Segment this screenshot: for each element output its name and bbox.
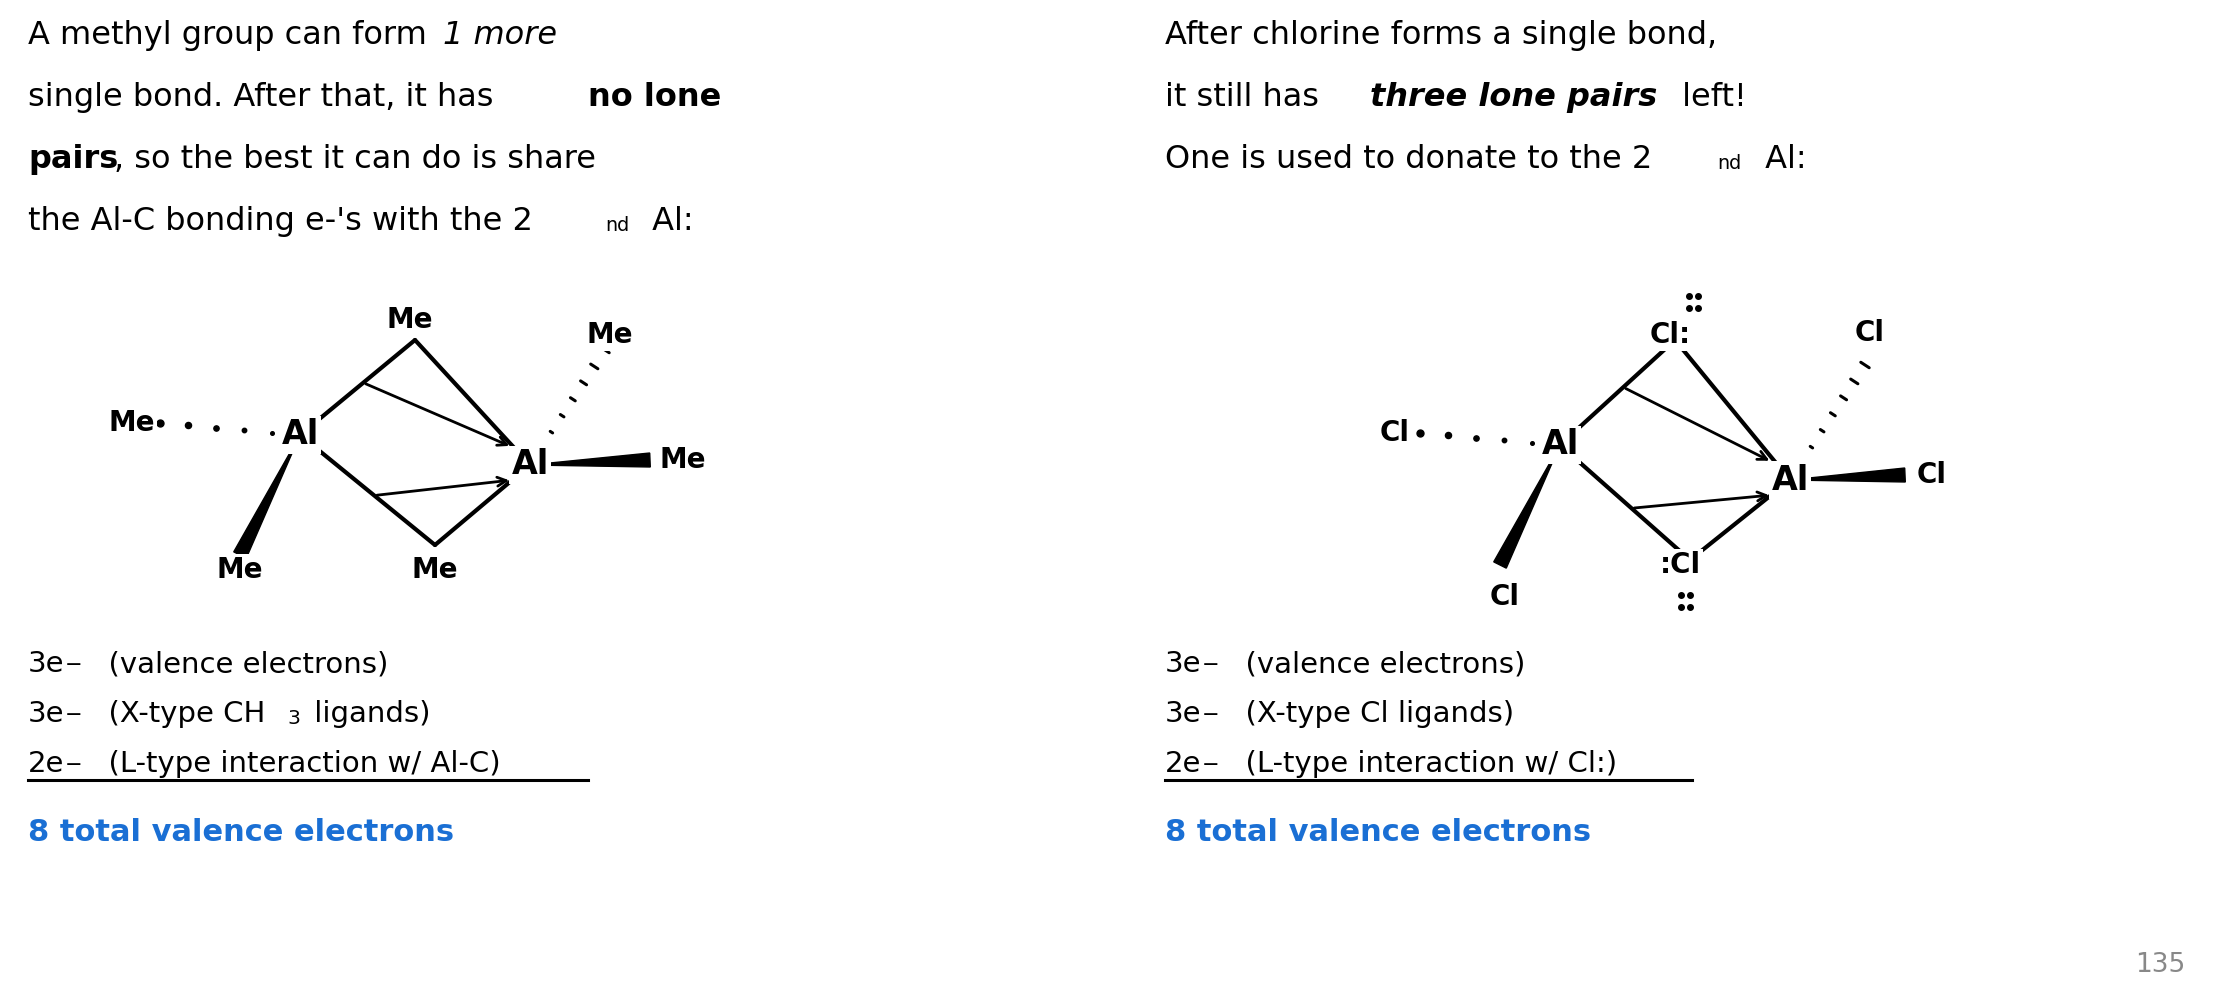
- Text: 3: 3: [286, 709, 299, 728]
- Text: 8 total valence electrons: 8 total valence electrons: [29, 818, 454, 847]
- Text: three lone pairs: three lone pairs: [1370, 82, 1658, 113]
- Text: Al: Al: [512, 448, 548, 482]
- Text: 3e: 3e: [1164, 650, 1202, 678]
- Text: :Cl: :Cl: [1661, 551, 1700, 579]
- Text: Me: Me: [217, 556, 264, 584]
- Text: nd: nd: [1716, 154, 1740, 173]
- Text: (L-type interaction w/ Al-C): (L-type interaction w/ Al-C): [91, 750, 501, 778]
- Text: Al: Al: [1771, 464, 1809, 496]
- Text: −: −: [64, 705, 82, 725]
- Text: 1 more: 1 more: [443, 20, 556, 51]
- Text: 2e: 2e: [1164, 750, 1202, 778]
- Text: Me: Me: [588, 321, 634, 349]
- Text: Al:: Al:: [643, 206, 694, 237]
- Text: the Al-C bonding e-'s with the 2: the Al-C bonding e-'s with the 2: [29, 206, 532, 237]
- Text: Al: Al: [1541, 428, 1579, 462]
- Polygon shape: [233, 435, 299, 558]
- Text: no lone: no lone: [588, 82, 721, 113]
- Text: left!: left!: [1672, 82, 1747, 113]
- Polygon shape: [1789, 468, 1904, 482]
- Text: −: −: [64, 655, 82, 675]
- Text: Me: Me: [109, 409, 155, 437]
- Text: (X-type CH: (X-type CH: [91, 700, 266, 728]
- Polygon shape: [530, 453, 650, 467]
- Text: Cl: Cl: [1856, 319, 1884, 347]
- Text: Cl:: Cl:: [1649, 321, 1692, 349]
- Text: 8 total valence electrons: 8 total valence electrons: [1164, 818, 1592, 847]
- Text: pairs: pairs: [29, 144, 118, 175]
- Text: , so the best it can do is share: , so the best it can do is share: [113, 144, 596, 175]
- Text: 3e: 3e: [1164, 700, 1202, 728]
- Polygon shape: [1494, 445, 1561, 568]
- Text: 2e: 2e: [29, 750, 64, 778]
- Text: −: −: [1202, 755, 1219, 775]
- Text: 135: 135: [2135, 952, 2186, 978]
- Text: nd: nd: [605, 216, 630, 235]
- Text: −: −: [64, 755, 82, 775]
- Text: Cl: Cl: [1490, 583, 1521, 611]
- Text: (valence electrons): (valence electrons): [1226, 650, 1525, 678]
- Text: Me: Me: [412, 556, 459, 584]
- Text: One is used to donate to the 2: One is used to donate to the 2: [1164, 144, 1652, 175]
- Text: 3e: 3e: [29, 700, 64, 728]
- Text: Al:: Al:: [1756, 144, 1807, 175]
- Text: Cl: Cl: [1379, 419, 1410, 447]
- Text: ligands): ligands): [306, 700, 430, 728]
- Text: −: −: [1202, 705, 1219, 725]
- Text: it still has: it still has: [1164, 82, 1330, 113]
- Text: Al: Al: [282, 418, 319, 452]
- Text: A methyl group can form: A methyl group can form: [29, 20, 437, 51]
- Text: Me: Me: [661, 446, 707, 474]
- Text: −: −: [1202, 655, 1219, 675]
- Text: After chlorine forms a single bond,: After chlorine forms a single bond,: [1164, 20, 1718, 51]
- Text: Cl: Cl: [1918, 461, 1947, 489]
- Text: Me: Me: [386, 306, 432, 334]
- Text: (valence electrons): (valence electrons): [91, 650, 388, 678]
- Text: (L-type interaction w/ Cl:): (L-type interaction w/ Cl:): [1226, 750, 1616, 778]
- Text: single bond. After that, it has: single bond. After that, it has: [29, 82, 503, 113]
- Text: (X-type Cl ligands): (X-type Cl ligands): [1226, 700, 1514, 728]
- Text: 3e: 3e: [29, 650, 64, 678]
